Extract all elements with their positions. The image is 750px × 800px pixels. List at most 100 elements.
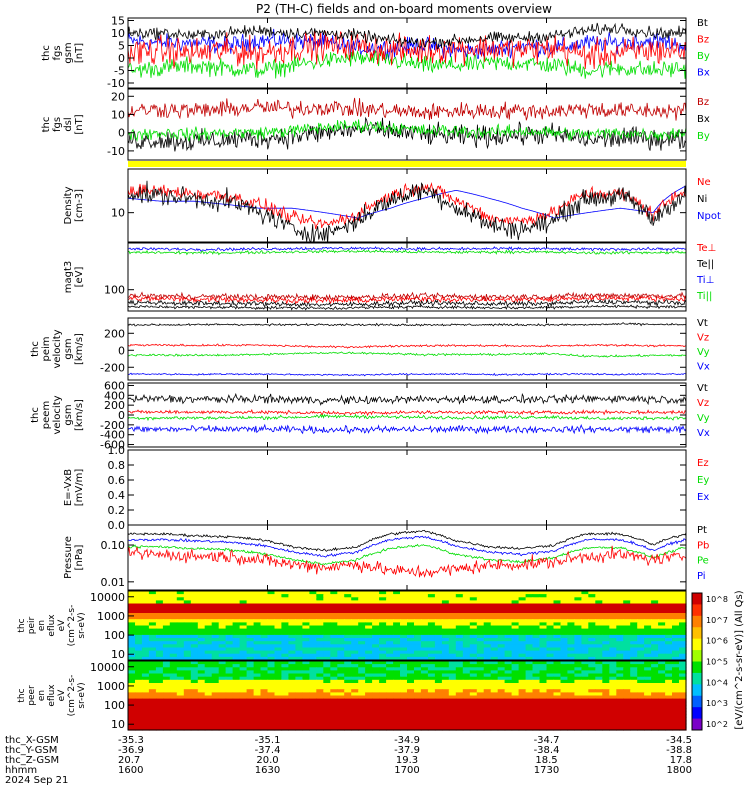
spectro-cell: [267, 631, 276, 636]
spectro-cell: [504, 689, 513, 693]
spectro-cell: [539, 600, 548, 605]
spectro-cell: [455, 606, 464, 611]
spectro-cell: [337, 644, 345, 648]
spectro-cell: [330, 609, 338, 614]
spectro-cell: [427, 606, 436, 611]
spectro-cell: [560, 704, 569, 709]
spectro-cell: [414, 701, 422, 706]
spectro-cell: [253, 644, 262, 648]
spectro-cell: [483, 631, 492, 636]
spectro-cell: [162, 616, 171, 620]
spectro-cell: [239, 670, 248, 675]
spectro-cell: [609, 676, 617, 681]
spectro-cell: [448, 686, 457, 690]
spectro-cell: [567, 698, 575, 703]
spectro-cell: [365, 711, 373, 715]
spectro-cell: [128, 692, 136, 697]
spectro-cell: [309, 600, 317, 605]
spectro-cell: [630, 711, 638, 715]
panel-ylabel: [mV/m]: [74, 469, 85, 507]
panel-ylabel: E=-VxB: [63, 469, 74, 506]
spectro-cell: [581, 641, 589, 645]
spectro-cell: [414, 641, 422, 645]
spectro-cell: [302, 656, 310, 661]
spectro-cell: [497, 726, 506, 731]
spectro-cell: [448, 628, 457, 633]
panel-fgs_dsl-series: [128, 97, 686, 152]
spectro-cell: [560, 714, 569, 718]
spectro-cell: [211, 679, 220, 684]
spectro-cell: [532, 717, 541, 722]
spectro-cell: [658, 673, 666, 678]
spectro-cell: [490, 701, 499, 706]
spectro-cell: [623, 667, 631, 671]
spectro-cell: [393, 653, 401, 658]
spectro-cell: [546, 625, 555, 630]
spectro-cell: [672, 689, 680, 693]
spectro-cell: [337, 661, 345, 665]
spectro-cell: [239, 641, 248, 645]
spectro-cell: [679, 689, 687, 693]
spectro-cell: [504, 673, 513, 678]
spectro-cell: [393, 638, 401, 642]
spectro-cell: [246, 647, 255, 652]
spectro-cell: [407, 708, 415, 712]
spectro-cell: [518, 634, 527, 639]
spectro-cell: [148, 641, 157, 645]
spectro-cell: [672, 653, 680, 658]
spectro-cell: [372, 616, 380, 620]
spectro-cell: [274, 667, 283, 671]
spectro-cell: [302, 644, 310, 648]
spectro-cell: [518, 603, 527, 608]
spectro-cell: [490, 594, 499, 598]
spectro-cell: [504, 597, 513, 601]
spectro-cell: [351, 656, 359, 661]
spectro-cell: [190, 650, 199, 655]
spectro-cell: [386, 726, 394, 731]
spectro-cell: [218, 603, 227, 608]
spectro-cell: [197, 711, 206, 715]
spectro-cell: [204, 692, 213, 697]
spectro-cell: [288, 673, 296, 678]
spectro-cell: [393, 708, 401, 712]
spectro-cell: [504, 679, 513, 684]
spectro-cell: [644, 622, 652, 627]
spectro-cell: [183, 594, 192, 598]
spectro-cell: [567, 647, 575, 652]
spectro-cell: [616, 714, 624, 718]
spectro-cell: [511, 695, 520, 700]
spectro-cell: [190, 689, 199, 693]
spectro-cell: [574, 689, 582, 693]
spectro-cell: [658, 664, 666, 668]
spectro-cell: [379, 714, 387, 718]
spectro-cell: [651, 689, 659, 693]
spectro-cell: [386, 664, 394, 668]
spectro-cell: [135, 726, 143, 731]
spectro-cell: [197, 619, 206, 623]
spectro-cell: [448, 689, 457, 693]
spectro-cell: [274, 686, 283, 690]
spectro-cell: [169, 711, 178, 715]
spectro-cell: [190, 708, 199, 712]
spectro-ylabel: eflux: [47, 684, 57, 707]
spectro-cell: [190, 676, 199, 681]
spectro-cell: [525, 714, 534, 718]
spectro-cell: [414, 606, 422, 611]
spectro-cell: [302, 591, 310, 595]
spectro-cell: [316, 689, 324, 693]
spectro-cell: [211, 673, 220, 678]
spectro-cell: [567, 650, 575, 655]
spectro-cell: [504, 641, 513, 645]
spectro-cell: [323, 656, 331, 661]
spectro-cell: [427, 714, 436, 718]
spectro-cell: [323, 603, 331, 608]
spectro-cell: [595, 622, 603, 627]
spectro-cell: [525, 673, 534, 678]
spectro-cell: [141, 656, 150, 661]
spectro-cell: [365, 591, 373, 595]
spectro-cell: [581, 622, 589, 627]
spectro-cell: [441, 650, 450, 655]
spectro-cell: [267, 701, 276, 706]
spectro-cell: [595, 656, 603, 661]
spectro-cell: [267, 625, 276, 630]
